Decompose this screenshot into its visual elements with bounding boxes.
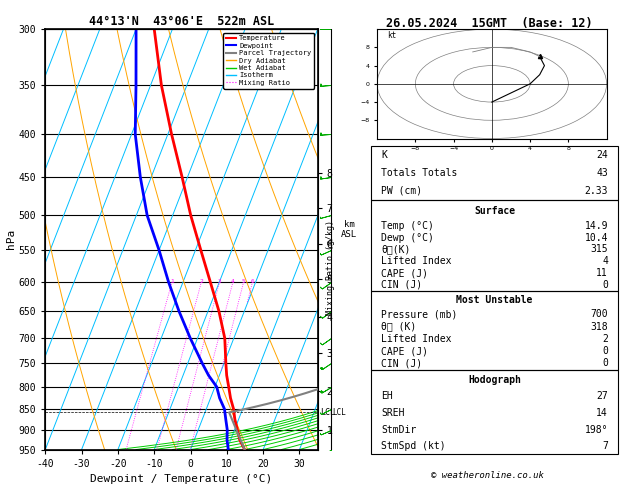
Y-axis label: km
ASL: km ASL — [341, 220, 357, 239]
Bar — [372, 200, 618, 291]
Text: 0: 0 — [602, 346, 608, 356]
Bar — [372, 369, 618, 454]
Text: 5: 5 — [242, 279, 245, 284]
Text: 4: 4 — [231, 279, 235, 284]
Text: 0: 0 — [602, 358, 608, 368]
Text: 11: 11 — [596, 268, 608, 278]
Text: 43: 43 — [596, 168, 608, 178]
Text: 24: 24 — [596, 150, 608, 160]
Bar — [372, 146, 618, 200]
Text: 26.05.2024  15GMT  (Base: 12): 26.05.2024 15GMT (Base: 12) — [386, 17, 593, 30]
Text: 10.4: 10.4 — [584, 233, 608, 243]
Text: 2: 2 — [199, 279, 203, 284]
Text: SREH: SREH — [381, 408, 405, 418]
Text: 198°: 198° — [584, 425, 608, 434]
Text: Most Unstable: Most Unstable — [457, 295, 533, 305]
Text: 2.33: 2.33 — [584, 186, 608, 196]
Text: PW (cm): PW (cm) — [381, 186, 423, 196]
Text: LCL: LCL — [332, 408, 346, 417]
Text: 14.9: 14.9 — [584, 221, 608, 231]
Title: 44°13'N  43°06'E  522m ASL: 44°13'N 43°06'E 522m ASL — [89, 15, 274, 28]
Text: CAPE (J): CAPE (J) — [381, 346, 428, 356]
X-axis label: Dewpoint / Temperature (°C): Dewpoint / Temperature (°C) — [91, 474, 272, 484]
Text: kt: kt — [387, 31, 396, 40]
Text: Surface: Surface — [474, 206, 515, 216]
Text: Mixing Ratio (g/kg): Mixing Ratio (g/kg) — [326, 220, 335, 315]
Text: 318: 318 — [591, 322, 608, 331]
Bar — [372, 291, 618, 369]
Text: LCL: LCL — [320, 408, 335, 417]
Text: 6: 6 — [250, 279, 254, 284]
Text: StmSpd (kt): StmSpd (kt) — [381, 441, 446, 451]
Text: 0: 0 — [602, 280, 608, 290]
Text: CIN (J): CIN (J) — [381, 358, 423, 368]
Text: Totals Totals: Totals Totals — [381, 168, 458, 178]
Text: 27: 27 — [596, 392, 608, 401]
Text: θᴇ (K): θᴇ (K) — [381, 322, 416, 331]
Text: 315: 315 — [591, 244, 608, 255]
Text: 7: 7 — [602, 441, 608, 451]
Text: 700: 700 — [591, 309, 608, 319]
Text: StmDir: StmDir — [381, 425, 416, 434]
Text: CAPE (J): CAPE (J) — [381, 268, 428, 278]
Text: EH: EH — [381, 392, 393, 401]
Text: θᴇ(K): θᴇ(K) — [381, 244, 411, 255]
Text: 2: 2 — [602, 334, 608, 344]
Text: 14: 14 — [596, 408, 608, 418]
Text: © weatheronline.co.uk: © weatheronline.co.uk — [431, 471, 544, 480]
Text: 3: 3 — [218, 279, 221, 284]
Text: 1: 1 — [170, 279, 174, 284]
Text: CIN (J): CIN (J) — [381, 280, 423, 290]
Text: Lifted Index: Lifted Index — [381, 256, 452, 266]
Text: Hodograph: Hodograph — [468, 375, 521, 385]
Text: Temp (°C): Temp (°C) — [381, 221, 434, 231]
Legend: Temperature, Dewpoint, Parcel Trajectory, Dry Adiabat, Wet Adiabat, Isotherm, Mi: Temperature, Dewpoint, Parcel Trajectory… — [223, 33, 314, 88]
Text: 4: 4 — [602, 256, 608, 266]
Text: K: K — [381, 150, 387, 160]
Text: Lifted Index: Lifted Index — [381, 334, 452, 344]
Text: Dewp (°C): Dewp (°C) — [381, 233, 434, 243]
Text: Pressure (mb): Pressure (mb) — [381, 309, 458, 319]
Y-axis label: hPa: hPa — [6, 229, 16, 249]
